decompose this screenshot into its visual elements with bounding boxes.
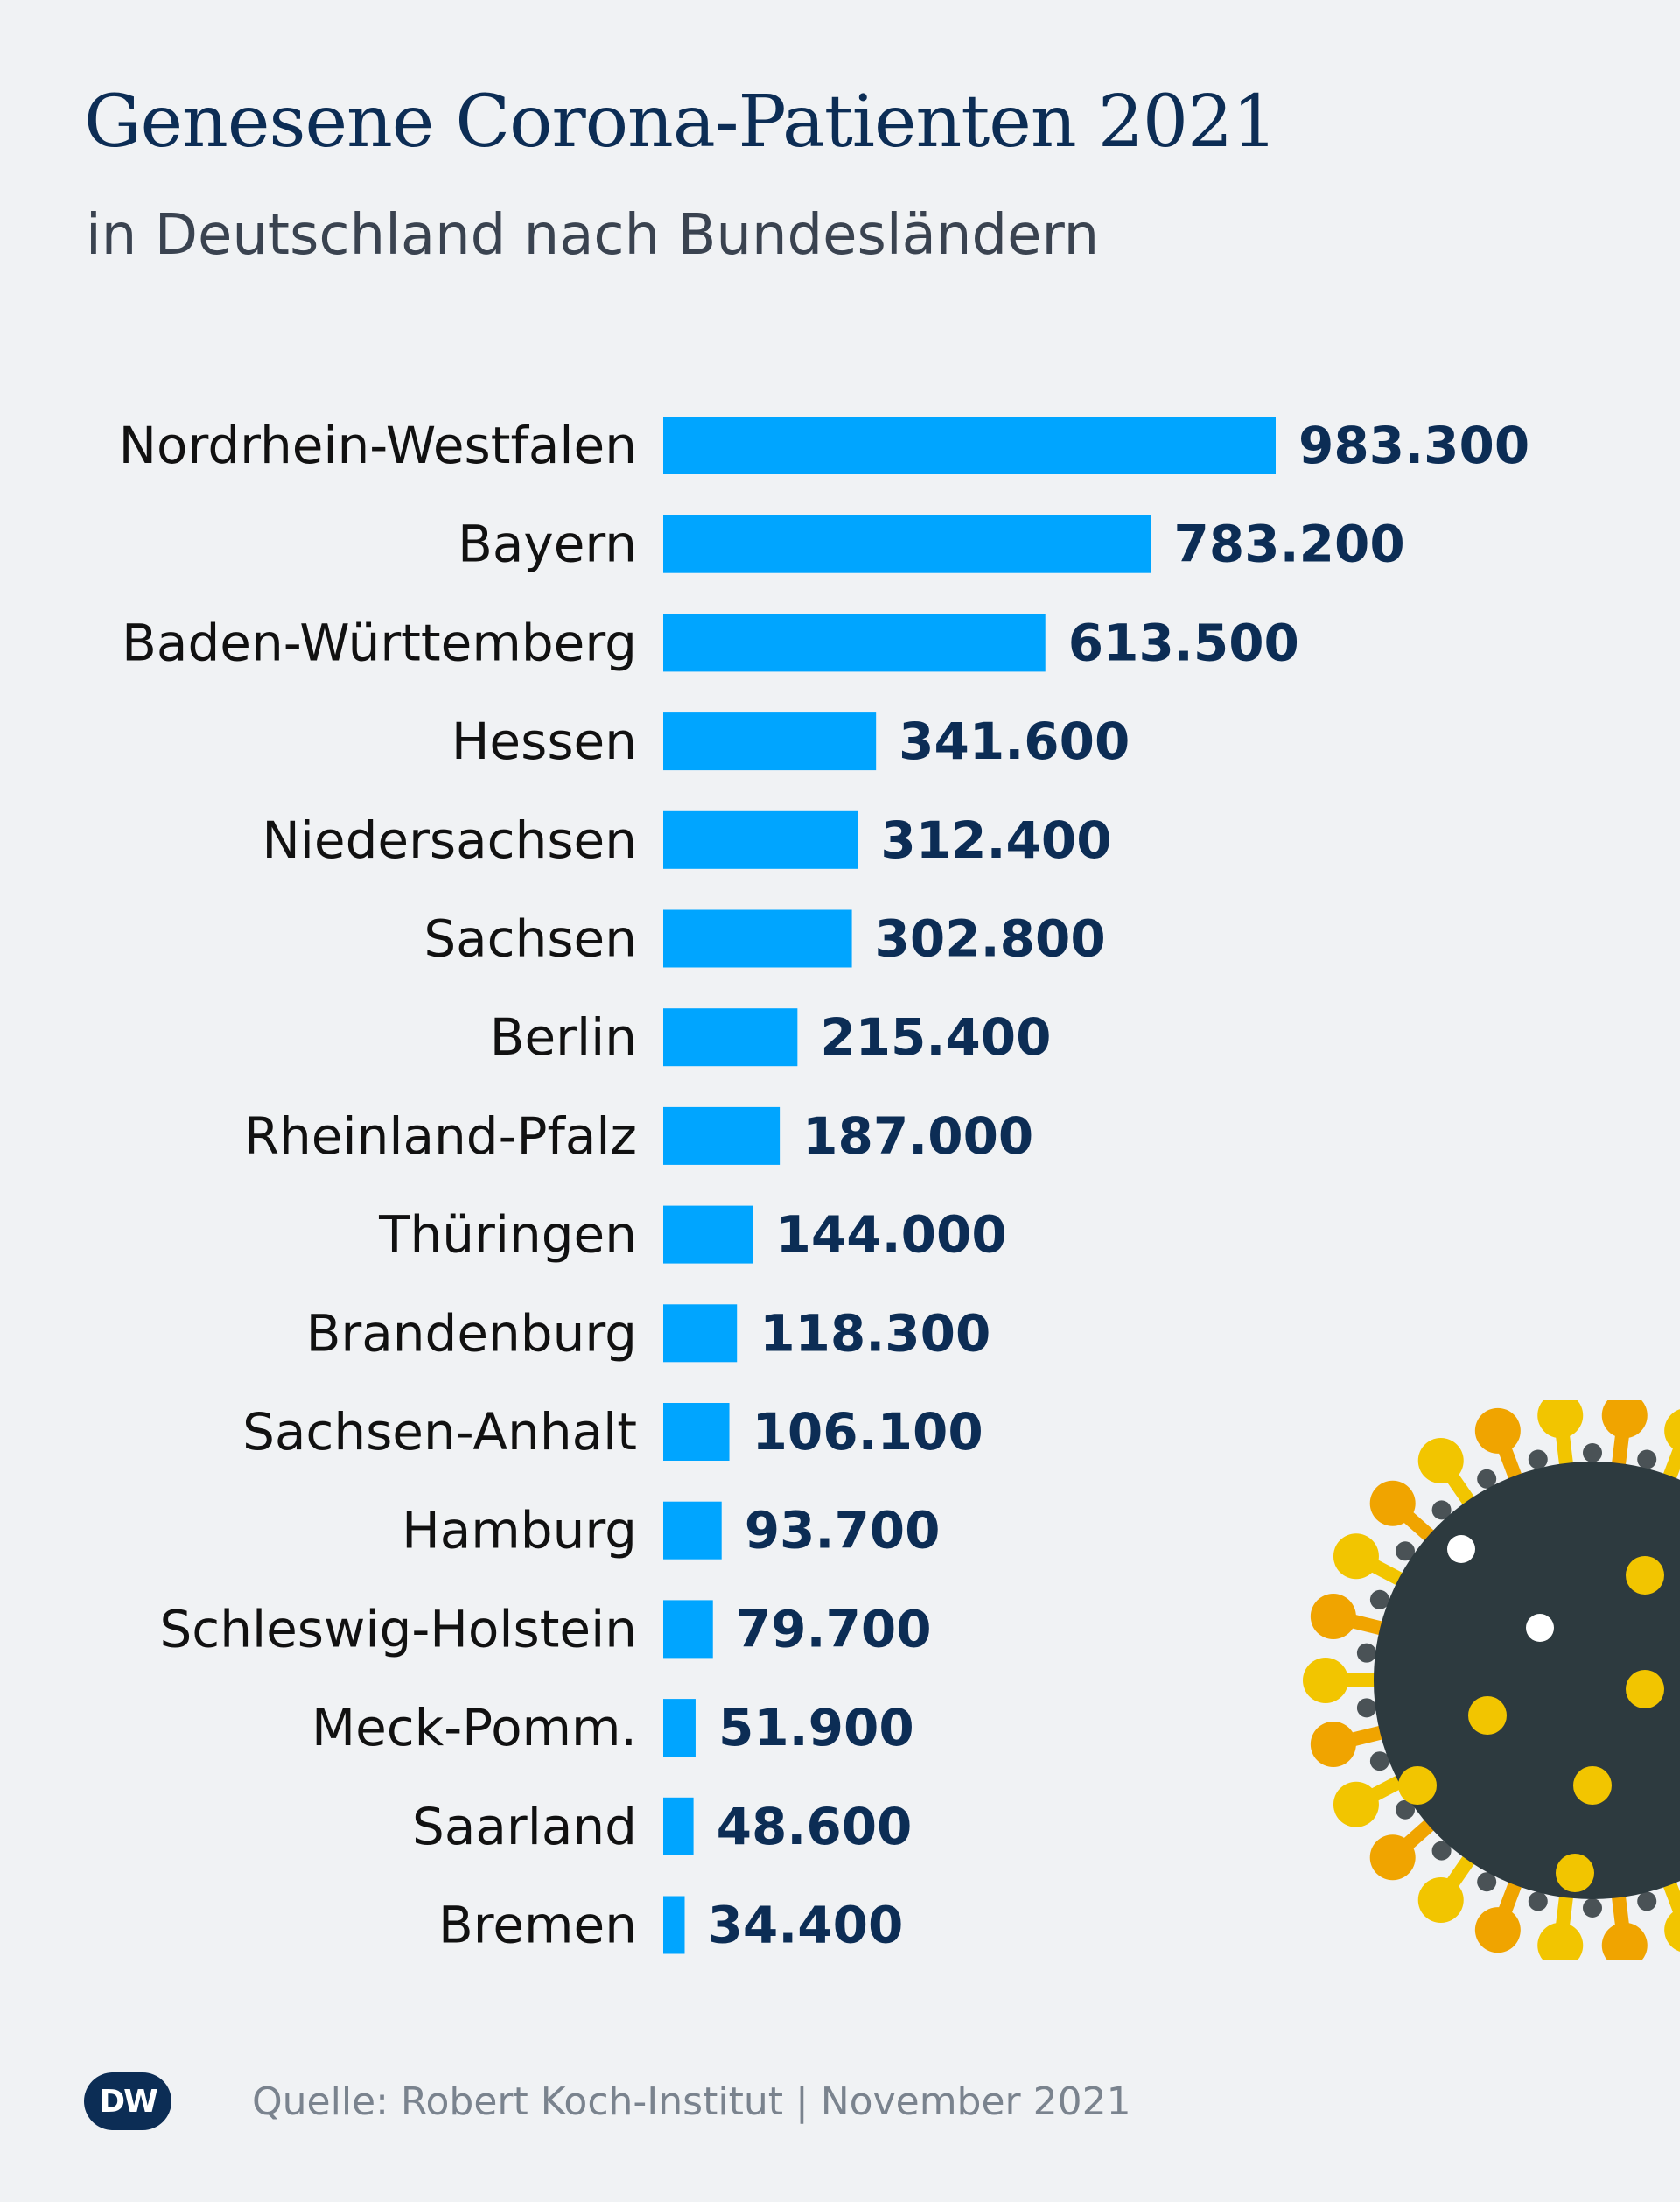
category-label: Nordrhein-Westfalen: [119, 416, 637, 475]
category-label: Bayern: [458, 515, 637, 574]
bar: [663, 712, 877, 771]
value-label: 983.300: [1298, 416, 1530, 475]
value-label: 341.600: [899, 712, 1130, 771]
bar: [663, 810, 858, 869]
bar: [663, 614, 1046, 672]
bar-chart: Nordrhein-Westfalen 983.300 Bayern 783.200 B…: [119, 416, 1530, 1955]
category-label: Saarland: [412, 1797, 637, 1856]
category-label: Hamburg: [402, 1501, 637, 1560]
bar: [663, 1205, 753, 1264]
bar: [663, 1008, 798, 1067]
bar: [663, 515, 1152, 573]
category-label: Hessen: [452, 712, 637, 771]
category-label: Schleswig-Holstein: [159, 1599, 637, 1659]
bar: [663, 1896, 685, 1954]
value-label: 93.700: [745, 1501, 941, 1560]
value-label: 312.400: [880, 810, 1111, 870]
bar: [663, 1403, 730, 1461]
category-label: Berlin: [490, 1007, 637, 1067]
coronavirus-icon: [1303, 1400, 1680, 1960]
bar: [663, 1600, 713, 1659]
bar: [663, 1106, 780, 1165]
category-label: Brandenburg: [306, 1303, 637, 1363]
bar: [663, 417, 1276, 474]
value-label: 118.300: [760, 1303, 990, 1363]
chart-title: Genesene Corona-Patienten 2021: [84, 81, 1278, 164]
category-label: Baden-Württemberg: [122, 613, 637, 672]
value-label: 34.400: [707, 1896, 903, 1955]
value-label: 79.700: [736, 1599, 932, 1659]
bar: [663, 1699, 696, 1757]
category-label: Meck-Pomm.: [312, 1698, 637, 1757]
category-label: Bremen: [438, 1896, 637, 1955]
value-label: 302.800: [875, 909, 1106, 969]
value-label: 613.500: [1068, 613, 1299, 672]
value-label: 106.100: [752, 1402, 984, 1462]
value-label: 48.600: [717, 1797, 913, 1856]
category-label: Sachsen: [424, 909, 637, 969]
category-label: Thüringen: [378, 1205, 637, 1265]
value-label: 215.400: [820, 1007, 1051, 1067]
dw-logo: DW: [84, 2072, 172, 2130]
category-label: Rheinland-Pfalz: [244, 1106, 637, 1166]
category-label: Niedersachsen: [262, 810, 637, 870]
source-note: Quelle: Robert Koch-Institut | November …: [252, 2079, 1131, 2124]
value-label: 187.000: [802, 1106, 1033, 1166]
chart-subtitle: in Deutschland nach Bundesländern: [86, 203, 1100, 268]
value-label: 144.000: [776, 1205, 1007, 1265]
value-label: 51.900: [718, 1698, 914, 1757]
bar: [663, 1797, 694, 1855]
value-label: 783.200: [1174, 515, 1405, 574]
bar: [663, 909, 852, 968]
bar: [663, 1304, 738, 1363]
bar: [663, 1501, 722, 1560]
category-label: Sachsen-Anhalt: [242, 1402, 637, 1462]
